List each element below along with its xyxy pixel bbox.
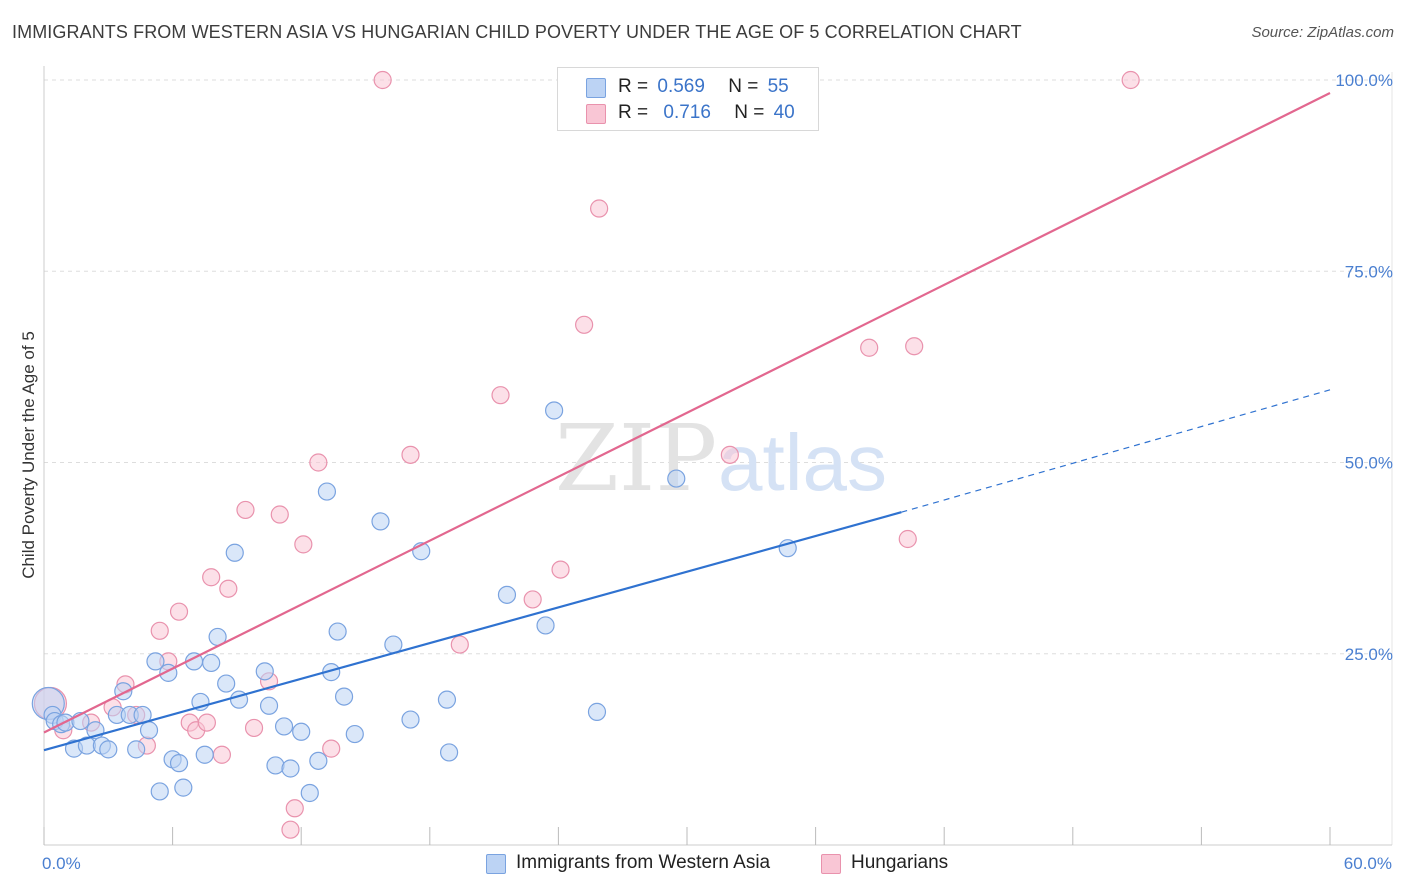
series-legend: Immigrants from Western Asia Hungarians [0, 851, 1406, 879]
hungarian-point [450, 635, 469, 654]
y-tick-label: 25.0% [1345, 645, 1393, 664]
hungarian-point [270, 505, 289, 524]
western-asia-point [146, 652, 165, 671]
hungarian-point [285, 799, 304, 818]
y-tick-label: 75.0% [1345, 262, 1393, 281]
western-asia-point [437, 690, 457, 709]
n-label: N = [734, 102, 765, 123]
western-asia-point [439, 743, 459, 762]
r-label: R = [618, 102, 649, 123]
r-value: 0.569 [657, 76, 705, 97]
legend-label: Immigrants from Western Asia [516, 852, 771, 873]
western-asia-point [334, 687, 354, 706]
western-asia-point [292, 722, 311, 741]
western-asia-trendline [43, 511, 902, 752]
hungarian-point [905, 337, 924, 356]
western-asia-point [255, 662, 274, 681]
n-value: 40 [773, 102, 795, 123]
western-asia-point [174, 778, 193, 797]
hungarian-point [898, 529, 917, 549]
western-asia-point [667, 469, 686, 488]
western-asia-point [217, 674, 236, 693]
y-axis-title: Child Poverty Under the Age of 5 [19, 331, 38, 579]
western-asia-point [150, 782, 169, 801]
source-label: Source: ZipAtlas.com [1251, 24, 1394, 41]
chart-title: IMMIGRANTS FROM WESTERN ASIA VS HUNGARIA… [12, 22, 1022, 42]
hungarian-point [590, 199, 609, 218]
western-asia-point [202, 653, 221, 673]
watermark-zip: ZIP [555, 405, 717, 512]
hungarian-point [401, 445, 420, 464]
hungarian-point [322, 739, 341, 758]
western-asia-point [274, 717, 294, 736]
western-asia-point [259, 696, 279, 715]
western-asia-point [536, 616, 555, 635]
r-value: 0.716 [663, 102, 711, 123]
grid [44, 72, 1393, 845]
western-asia-trendline-extension [901, 389, 1331, 513]
hungarian-point [551, 560, 570, 579]
y-tick-label: 100.0% [1335, 71, 1393, 90]
hungarian-point [281, 820, 300, 839]
western-asia-point [139, 721, 159, 740]
blue-swatch [586, 78, 606, 98]
western-asia-point [309, 751, 328, 770]
western-asia-point [300, 783, 319, 803]
western-asia-point [545, 401, 564, 420]
western-asia-point [401, 710, 420, 729]
hungarian-point [244, 718, 264, 738]
n-label: N = [728, 76, 759, 97]
western-asia-point [587, 702, 607, 721]
hungarian-point [294, 535, 313, 554]
r-label: R = [618, 76, 649, 97]
hungarian-point [219, 579, 238, 598]
watermark-atlas: atlas [718, 418, 887, 507]
western-asia-point [345, 724, 364, 744]
hungarian-point [236, 500, 255, 520]
western-asia-point [497, 585, 517, 604]
n-value: 55 [767, 76, 789, 97]
hungarian-point [575, 315, 594, 334]
western-asia-point [281, 759, 300, 778]
stats-legend: R = 0.569 N = 55 R = 0.716 N = 40 [557, 67, 819, 131]
tick-labels: 25.0% 50.0% 75.0% 100.0% 0.0% 60.0% [42, 71, 1393, 873]
watermark: ZIP atlas [555, 405, 887, 512]
hungarian-point [169, 602, 189, 621]
y-tick-label: 50.0% [1345, 454, 1393, 473]
hungarian-point [212, 745, 231, 764]
blue-swatch [486, 854, 506, 874]
legend-label: Hungarians [851, 852, 949, 873]
hungarian-point [373, 70, 392, 90]
hungarian-point [491, 386, 510, 405]
western-asia-point [328, 622, 347, 641]
trend-lines [43, 92, 1331, 752]
hungarian-point [202, 568, 221, 587]
western-asia-point [371, 512, 390, 531]
pink-swatch [821, 854, 841, 874]
x-tick-label: 60.0% [1344, 854, 1392, 873]
western-asia-point [127, 740, 146, 759]
western-asia-point [266, 756, 285, 775]
hungarian-point [860, 338, 879, 357]
western-asia-point [317, 482, 337, 501]
western-asia-point [169, 754, 189, 773]
hungarian-point [523, 590, 542, 609]
western-asia-point [225, 543, 244, 562]
western-asia-point [99, 740, 118, 759]
hungarian-point [309, 453, 328, 472]
hungarian-trendline [43, 92, 1331, 734]
data-points [31, 70, 1140, 839]
hungarian-point [1121, 70, 1140, 90]
hungarian-point [720, 445, 739, 464]
hungarian-point [197, 713, 216, 732]
x-tick-label: 0.0% [42, 854, 81, 873]
pink-swatch [586, 104, 606, 124]
hungarian-point [150, 621, 169, 640]
western-asia-point [195, 745, 214, 764]
